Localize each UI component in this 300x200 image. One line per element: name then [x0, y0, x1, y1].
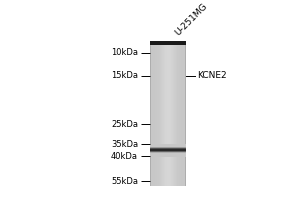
Bar — [151, 41, 152, 186]
Bar — [185, 41, 186, 186]
Bar — [184, 41, 185, 186]
Bar — [150, 156, 186, 157]
Bar — [150, 146, 186, 147]
Text: 40kDa: 40kDa — [111, 152, 138, 161]
Bar — [179, 41, 180, 186]
Text: KCNE2: KCNE2 — [198, 71, 227, 80]
Bar — [167, 41, 168, 186]
Bar — [173, 41, 174, 186]
Bar — [150, 41, 151, 186]
Bar — [181, 41, 182, 186]
Bar — [150, 153, 186, 154]
Bar — [150, 150, 186, 151]
Bar — [166, 41, 167, 186]
Bar — [150, 151, 186, 152]
Bar — [174, 41, 175, 186]
Bar — [171, 41, 172, 186]
Text: 15kDa: 15kDa — [111, 71, 138, 80]
Bar — [150, 152, 186, 153]
Text: 35kDa: 35kDa — [111, 140, 138, 149]
Bar — [178, 41, 179, 186]
Bar — [150, 41, 186, 45]
Bar — [161, 41, 162, 186]
Bar — [155, 41, 156, 186]
Bar — [177, 41, 178, 186]
Bar — [150, 41, 151, 186]
Bar — [185, 41, 186, 186]
Bar — [150, 154, 186, 155]
Bar — [156, 41, 157, 186]
Bar — [183, 41, 184, 186]
Bar — [169, 41, 170, 186]
Bar — [157, 41, 158, 186]
Bar — [182, 41, 183, 186]
Bar — [154, 41, 155, 186]
Bar — [168, 41, 169, 186]
Bar — [150, 155, 186, 156]
Bar — [153, 41, 154, 186]
Bar — [150, 148, 186, 149]
Bar — [162, 41, 163, 186]
Text: U-251MG: U-251MG — [174, 1, 210, 37]
Text: 55kDa: 55kDa — [111, 177, 138, 186]
Text: 10kDa: 10kDa — [111, 48, 138, 57]
Bar — [170, 41, 171, 186]
Bar — [150, 144, 186, 145]
Bar — [150, 145, 186, 146]
Bar — [163, 41, 164, 186]
Bar — [165, 41, 166, 186]
Text: 25kDa: 25kDa — [111, 120, 138, 129]
Bar — [150, 147, 186, 148]
Bar — [152, 41, 153, 186]
Bar — [176, 41, 177, 186]
Bar — [172, 41, 173, 186]
Bar — [180, 41, 181, 186]
Bar — [160, 41, 161, 186]
Bar — [158, 41, 159, 186]
Bar — [150, 149, 186, 150]
Bar — [159, 41, 160, 186]
Bar — [164, 41, 165, 186]
